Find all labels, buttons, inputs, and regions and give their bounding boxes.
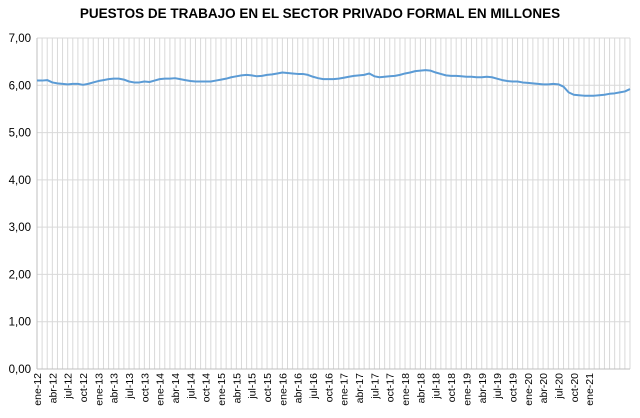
x-tick-label: ene-18 (400, 373, 412, 406)
x-tick-label: ene-16 (277, 373, 289, 406)
x-tick-label: jul-12 (63, 373, 75, 400)
y-tick-label: 7,00 (9, 33, 31, 45)
x-tick-label: abr-14 (170, 373, 182, 404)
y-tick-label: 1,00 (9, 317, 31, 329)
x-tick-label: abr-19 (477, 373, 489, 404)
x-tick-label: oct-19 (507, 373, 519, 402)
x-tick-label: jul-17 (369, 373, 381, 400)
x-tick-label: oct-15 (262, 373, 274, 402)
x-tick-label: jul-18 (431, 373, 443, 400)
y-tick-label: 2,00 (9, 269, 31, 281)
series-line (37, 69, 631, 97)
x-tick-label: jul-14 (185, 373, 197, 400)
x-tick-label: abr-15 (231, 373, 243, 404)
plot-area (36, 37, 631, 370)
x-tick-label: jul-16 (308, 373, 320, 400)
x-tick-label: abr-12 (47, 373, 59, 404)
x-tick-label: ene-21 (584, 373, 596, 406)
x-tick-label: jul-20 (553, 373, 565, 400)
y-tick-label: 6,00 (9, 80, 31, 92)
x-axis: ene-12 abr-12 jul-12 oct-12 ene-13 abr-13 jul-… (32, 373, 596, 406)
y-tick-label: 0,00 (9, 364, 31, 376)
x-tick-label: oct-14 (201, 373, 213, 402)
x-tick-label: ene-20 (523, 373, 535, 406)
x-tick-label: ene-14 (155, 373, 167, 406)
x-tick-label: jul-13 (124, 373, 136, 400)
x-tick-label: oct-17 (385, 373, 397, 402)
x-tick-label: oct-16 (323, 373, 335, 402)
y-tick-label: 4,00 (9, 175, 31, 187)
y-tick-label: 5,00 (9, 128, 31, 140)
x-tick-label: oct-12 (78, 373, 90, 402)
chart-title: PUESTOS DE TRABAJO EN EL SECTOR PRIVADO … (79, 6, 561, 21)
x-tick-label: jul-15 (247, 373, 259, 400)
x-tick-label: jul-19 (492, 373, 504, 400)
x-tick-label: ene-12 (32, 373, 44, 406)
x-tick-label: oct-20 (569, 373, 581, 402)
x-tick-label: abr-13 (109, 373, 121, 404)
y-tick-label: 3,00 (9, 222, 31, 234)
x-tick-label: ene-15 (216, 373, 228, 406)
x-tick-label: oct-13 (139, 373, 151, 402)
x-tick-label: abr-18 (415, 373, 427, 404)
x-tick-label: abr-20 (538, 373, 550, 404)
x-tick-label: ene-17 (339, 373, 351, 406)
x-tick-label: ene-13 (93, 373, 105, 406)
x-tick-label: oct-18 (446, 373, 458, 402)
x-tick-label: abr-16 (293, 373, 305, 404)
x-tick-label: abr-17 (354, 373, 366, 404)
x-tick-label: ene-19 (461, 373, 473, 406)
series-layer (37, 69, 631, 97)
y-axis: 0,00 1,00 2,00 3,00 4,00 5,00 6,00 7,00 (9, 33, 31, 376)
